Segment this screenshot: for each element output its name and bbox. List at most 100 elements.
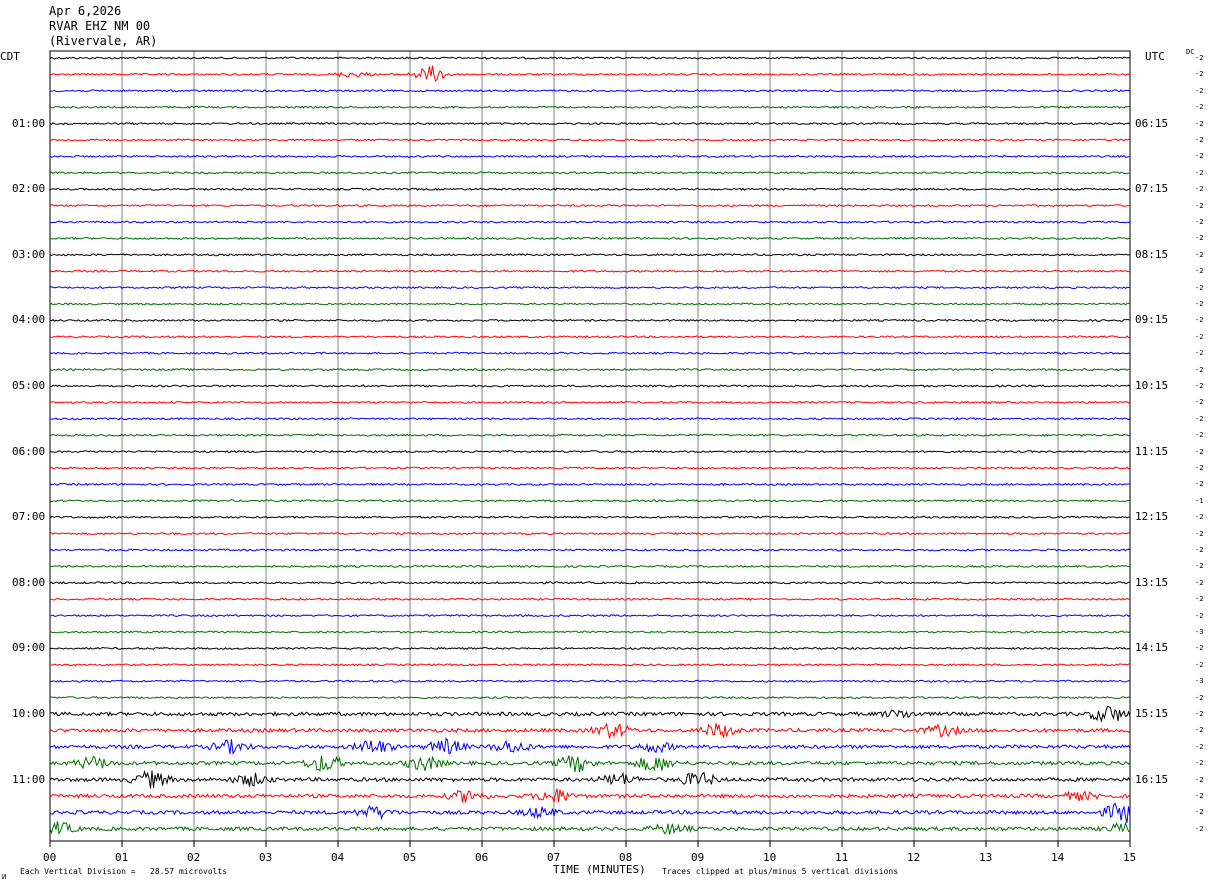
dc-offset-value: -2	[1195, 414, 1204, 423]
x-tick-label: 01	[115, 851, 129, 864]
cdt-hour-label: 04:00	[12, 313, 46, 327]
dc-offset-value: -2	[1195, 644, 1204, 653]
dc-offset-value: -2	[1195, 283, 1204, 292]
dc-offset-value: -2	[1195, 792, 1204, 800]
cdt-hour-label: 05:00	[12, 379, 46, 392]
dc-offset-value: -2	[1195, 726, 1204, 735]
clip-note: Traces clipped at plus/minus 5 vertical …	[662, 867, 899, 876]
x-axis-ticks	[49, 841, 1131, 847]
dc-offset-value: -2	[1195, 775, 1204, 784]
cdt-hour-label: 03:00	[12, 247, 46, 261]
seismic-trace	[49, 335, 1131, 339]
seismic-trace	[49, 65, 1131, 82]
dc-offset-value: -2	[1195, 480, 1204, 489]
seismic-trace	[50, 695, 1131, 700]
x-tick-label: 09	[691, 851, 705, 864]
vertical-division-note: Each Vertical Division = 28.57 microvolt…	[20, 867, 228, 876]
seismic-trace	[50, 89, 1131, 93]
x-tick-label: 05	[403, 851, 417, 864]
seismic-trace	[49, 499, 1131, 503]
seismic-trace	[49, 154, 1131, 159]
corner-logo-mark: И	[2, 873, 7, 881]
station-code: RVAR EHZ NM 00	[49, 19, 151, 33]
seismic-trace	[49, 769, 1131, 789]
seismic-trace	[49, 204, 1131, 208]
seismic-trace	[49, 269, 1131, 273]
x-tick-label: 14	[1051, 851, 1065, 864]
dc-offset-value: -2	[1195, 562, 1204, 571]
dc-offset-value: -2	[1195, 398, 1204, 407]
seismic-trace	[49, 187, 1131, 191]
cdt-hour-label: 02:00	[12, 182, 46, 196]
dc-offset-value: -2	[1195, 218, 1204, 226]
cdt-hour-label: 11:00	[12, 772, 46, 786]
seismic-trace	[49, 122, 1131, 126]
utc-hour-label: 16:15	[1135, 772, 1169, 786]
seismic-trace	[49, 417, 1131, 421]
seismic-trace	[49, 220, 1131, 224]
cdt-hour-label: 01:00	[12, 116, 46, 130]
dc-offset-value: -2	[1195, 185, 1204, 194]
seismic-trace	[49, 531, 1131, 536]
dc-offset-value: -2	[1195, 103, 1204, 112]
x-axis-title: TIME (MINUTES)	[553, 863, 646, 876]
seismic-trace	[49, 400, 1131, 404]
seismic-trace	[49, 56, 1131, 60]
dc-offset-value: -2	[1195, 86, 1204, 95]
seismic-trace	[49, 564, 1131, 569]
cdt-hour-label: 09:00	[12, 641, 46, 655]
dc-offset-value: -2	[1195, 742, 1204, 751]
seismic-trace	[50, 597, 1131, 601]
x-tick-label: 03	[259, 851, 273, 864]
dc-offset-value: -2	[1195, 824, 1204, 833]
seismic-trace	[49, 253, 1131, 257]
seismic-trace	[49, 351, 1131, 355]
utc-hour-label: 08:15	[1135, 247, 1169, 261]
right-timezone-label: UTC	[1145, 50, 1165, 63]
dc-offset-value: -2	[1195, 431, 1204, 440]
dc-offset-value: -2	[1195, 250, 1204, 259]
seismic-trace	[49, 384, 1131, 388]
x-tick-label: 15	[1123, 851, 1137, 864]
dc-offset-value: -2	[1195, 382, 1204, 390]
dc-offset-value: -2	[1195, 578, 1204, 587]
seismic-trace	[49, 722, 1131, 739]
x-tick-label: 07	[547, 851, 561, 864]
trace-group	[49, 56, 1131, 836]
dc-offset-value: -1	[1195, 496, 1204, 505]
dc-offset-value: -2	[1195, 70, 1204, 79]
x-tick-label: 12	[907, 851, 921, 864]
seismic-trace	[49, 646, 1131, 651]
x-tick-label: 02	[187, 851, 201, 864]
x-tick-label: 13	[979, 851, 993, 864]
x-tick-label: 06	[475, 851, 489, 864]
x-tick-label: 00	[43, 851, 57, 864]
dc-offset-value: -2	[1195, 332, 1204, 341]
dc-offset-value: -2	[1195, 168, 1204, 177]
seismic-trace	[49, 821, 1131, 836]
utc-hour-label: 13:15	[1135, 575, 1169, 589]
dc-offset-value: -3	[1195, 677, 1204, 686]
station-location: (Rivervale, AR)	[49, 34, 158, 48]
dc-offset-value: -2	[1195, 595, 1204, 604]
seismic-trace	[49, 630, 1131, 634]
utc-hour-label: 07:15	[1135, 182, 1169, 196]
utc-hour-label: 09:15	[1135, 313, 1169, 327]
seismic-trace	[49, 788, 1131, 803]
dc-offset-value: -2	[1195, 808, 1204, 817]
dc-offset-value: -3	[1195, 628, 1204, 636]
dc-offset-value: -2	[1195, 201, 1204, 210]
utc-hour-label: 15:15	[1135, 707, 1169, 720]
minute-gridlines	[121, 51, 1059, 841]
utc-hour-label: 14:15	[1135, 641, 1169, 655]
dc-offset-value: -2	[1195, 119, 1204, 128]
dc-offset-value: -2	[1195, 447, 1204, 456]
utc-hour-label: 11:15	[1135, 444, 1169, 458]
seismic-trace	[49, 302, 1131, 306]
seismic-trace	[49, 548, 1131, 552]
dc-offset-value: -2	[1195, 660, 1204, 669]
seismic-trace	[49, 581, 1130, 585]
seismic-trace	[49, 515, 1131, 519]
dc-offset-value: -2	[1195, 234, 1204, 243]
